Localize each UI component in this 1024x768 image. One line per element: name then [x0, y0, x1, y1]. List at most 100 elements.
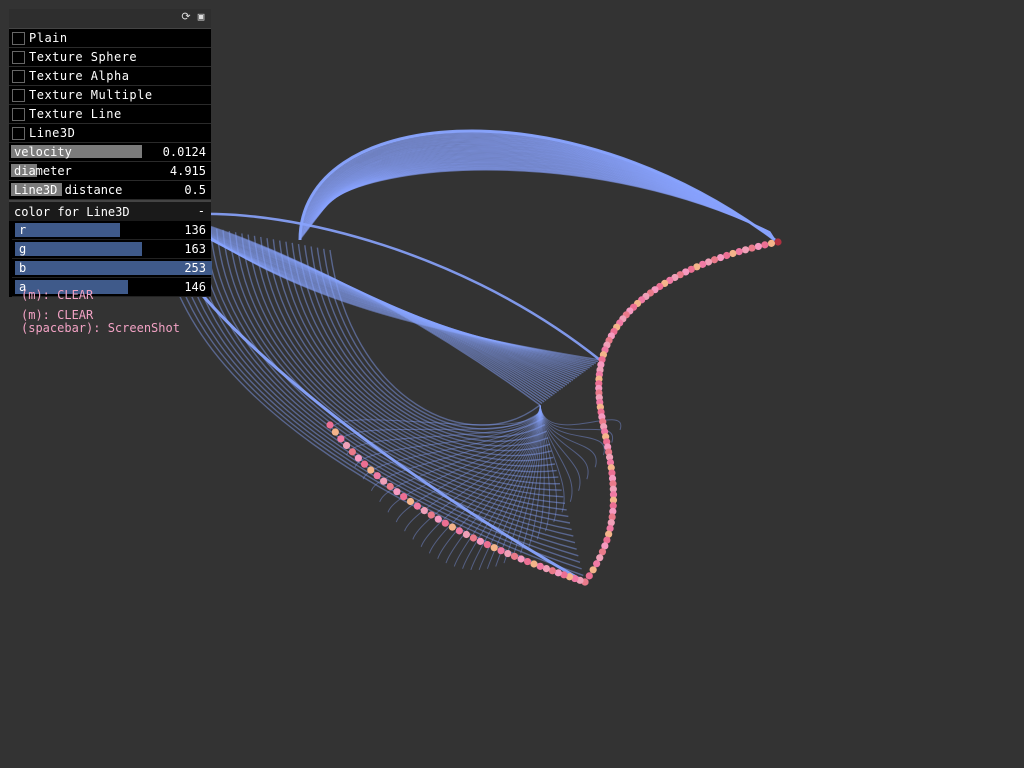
particle: [530, 560, 538, 568]
checkbox[interactable]: [12, 108, 25, 121]
slider-label: velocity: [14, 145, 72, 159]
hint-clear: (m): CLEAR: [21, 308, 94, 322]
slider-fill: [11, 145, 143, 158]
line3d-strand: [539, 404, 558, 523]
gui-panel: ⟳ ▣ Plain Texture Sphere Texture Alpha T…: [9, 9, 212, 297]
particle: [603, 536, 611, 544]
line3d-strand: [215, 228, 571, 524]
line3d-strand: [539, 404, 597, 468]
save-icon[interactable]: ▣: [197, 10, 205, 23]
particle: [490, 544, 498, 552]
particle: [367, 466, 375, 474]
line3d-strand: [260, 236, 559, 479]
collapse-icon[interactable]: -: [197, 204, 205, 218]
particle: [400, 493, 408, 501]
line3d-strand: [445, 404, 541, 564]
slider-value: 0.0124: [162, 145, 206, 159]
checkbox[interactable]: [12, 32, 25, 45]
toggle-texture-line[interactable]: Texture Line: [9, 105, 211, 124]
slider-color-b[interactable]: b 253: [12, 259, 212, 278]
particle: [601, 542, 609, 550]
particle: [735, 248, 743, 256]
particle: [497, 547, 505, 555]
particle: [607, 519, 615, 527]
slider-velocity[interactable]: velocity 0.0124: [9, 143, 211, 162]
slider-color-a[interactable]: a 146: [12, 278, 211, 297]
particle: [609, 480, 617, 488]
line3d-strand: [228, 230, 567, 511]
toggle-label: Texture Line: [29, 107, 122, 121]
hint-overlap: (m): CLEAR: [21, 288, 94, 302]
particle: [354, 454, 362, 462]
toggle-line3d[interactable]: Line3D: [9, 124, 211, 143]
particle: [469, 534, 478, 542]
particle: [710, 256, 719, 264]
line3d-strand: [272, 239, 556, 467]
line3d-strand: [539, 404, 573, 502]
line3d-strand: [437, 404, 541, 559]
particle: [406, 497, 415, 506]
toggle-texture-sphere[interactable]: Texture Sphere: [9, 48, 211, 67]
refresh-icon[interactable]: ⟳: [181, 10, 191, 23]
line3d-strand: [247, 234, 562, 491]
line3d-strand: [323, 248, 543, 430]
slider-value: 0.5: [184, 183, 206, 197]
particle: [380, 477, 388, 485]
particle: [609, 507, 617, 515]
line3d-strand: [329, 169, 771, 233]
slider-color-r[interactable]: r 136: [12, 221, 211, 240]
slider-label: r: [19, 223, 27, 237]
particle: [326, 421, 334, 429]
slider-value: 163: [184, 242, 206, 256]
color-group-header[interactable]: color for Line3D -: [9, 200, 211, 221]
toggle-texture-alpha[interactable]: Texture Alpha: [9, 67, 211, 86]
line3d-strand: [470, 404, 541, 571]
particle: [455, 527, 463, 535]
slider-fill: [11, 183, 62, 196]
slider-fill: [15, 242, 143, 256]
line3d-strand: [354, 404, 541, 468]
particle: [687, 265, 695, 273]
line3d-strand: [420, 404, 541, 547]
particle: [585, 572, 593, 580]
line3d-strand: [297, 243, 549, 447]
checkbox[interactable]: [12, 89, 25, 102]
particle: [699, 260, 707, 268]
toggle-label: Texture Alpha: [29, 69, 130, 83]
toggle-label: Texture Sphere: [29, 50, 138, 64]
line3d-strand: [304, 245, 547, 442]
particle: [448, 523, 456, 531]
particle: [542, 564, 550, 573]
slider-diameter[interactable]: diameter 4.915: [9, 162, 211, 181]
toggle-texture-multiple[interactable]: Texture Multiple: [9, 86, 211, 105]
slider-label: Line3D distance: [14, 183, 123, 197]
particle: [510, 552, 519, 560]
line3d-strand: [266, 238, 557, 473]
particle: [729, 249, 737, 258]
particle: [608, 513, 616, 521]
slider-line3d-distance[interactable]: Line3D distance 0.5: [9, 181, 211, 200]
hint-screenshot: (spacebar): ScreenShot: [21, 321, 180, 335]
line3d-strand: [412, 404, 541, 540]
line3d-strand: [539, 404, 565, 513]
particle: [606, 458, 615, 467]
particle: [606, 524, 614, 533]
toggle-label: Line3D: [29, 126, 76, 140]
line3d-strand: [278, 240, 554, 462]
particle: [348, 448, 356, 456]
line3d-strand: [528, 404, 543, 547]
line3d-strand: [199, 229, 601, 361]
particle: [560, 571, 568, 579]
slider-fill: [15, 280, 129, 294]
checkbox[interactable]: [12, 51, 25, 64]
line3d-strand: [197, 225, 576, 544]
checkbox[interactable]: [12, 127, 25, 140]
particle: [609, 491, 618, 499]
line3d-strand: [241, 233, 564, 498]
slider-value: 253: [184, 261, 206, 275]
particle: [413, 502, 421, 510]
line3d-strand: [536, 404, 545, 540]
toggle-plain[interactable]: Plain: [9, 29, 211, 48]
slider-color-g[interactable]: g 163: [12, 240, 211, 259]
checkbox[interactable]: [12, 70, 25, 83]
